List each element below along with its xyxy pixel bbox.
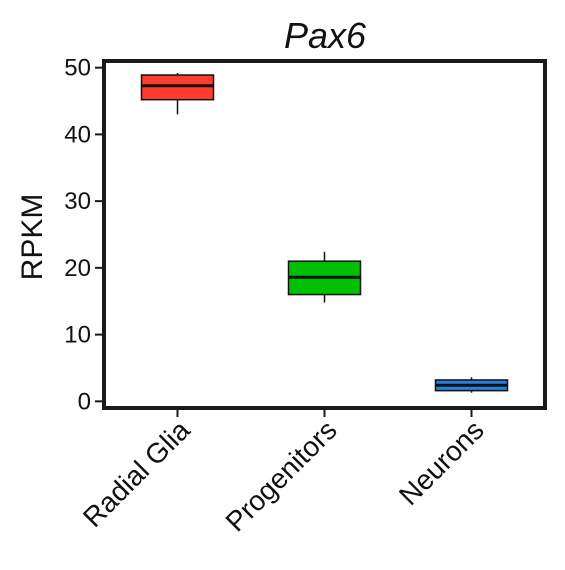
plot-frame [102,59,547,410]
y-tick-label: 20 [64,255,91,282]
x-category-label: Neurons [393,414,490,511]
box-2 [287,251,362,303]
y-tick-label: 30 [64,188,91,215]
box-body [140,74,215,101]
y-axis-label: RPKM [16,194,49,281]
y-tick-label: 40 [64,121,91,148]
x-axis: Radial Glia Progenitors Neurons [77,408,490,537]
plot-area [140,73,509,393]
y-tick-label: 50 [64,55,91,82]
x-category-label: Progenitors [220,414,343,537]
y-axis: 0 10 20 30 40 50 [64,55,104,415]
y-tick-label: 10 [64,322,91,349]
x-category-label: Radial Glia [77,414,196,533]
chart-title: Pax6 [284,15,367,56]
box-1 [140,73,215,115]
box-3 [434,377,509,393]
y-tick-label: 0 [78,388,91,415]
